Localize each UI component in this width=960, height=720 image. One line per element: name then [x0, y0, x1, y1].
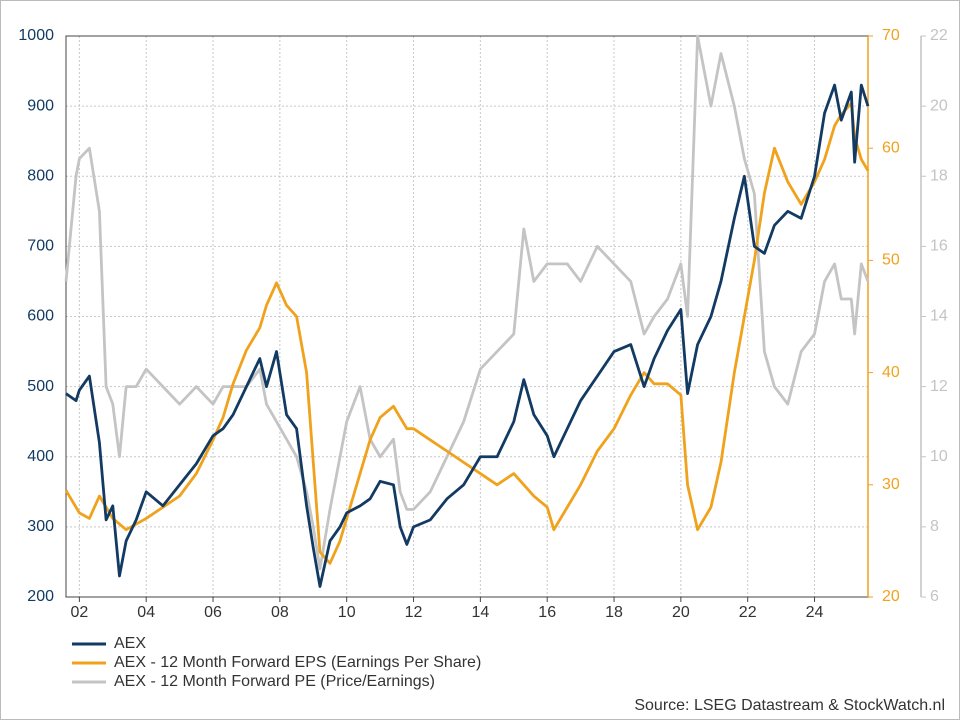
- y2-tick-label: 40: [882, 364, 900, 381]
- y-tick-label: 900: [27, 97, 54, 114]
- legend-label: AEX: [114, 635, 146, 652]
- source-note: Source: LSEG Datastream & StockWatch.nl: [634, 697, 945, 714]
- x-tick-label: 18: [605, 604, 623, 621]
- y-tick-label: 800: [27, 167, 54, 184]
- x-tick-label: 22: [739, 604, 757, 621]
- x-tick-label: 02: [70, 604, 88, 621]
- y3-tick-label: 18: [930, 167, 948, 184]
- y3-tick-label: 10: [930, 448, 948, 465]
- y3-tick-label: 20: [930, 97, 948, 114]
- y3-tick-label: 14: [930, 308, 948, 325]
- series-line: [64, 101, 870, 565]
- y-tick-label: 1000: [18, 27, 54, 44]
- x-tick-label: 12: [405, 604, 423, 621]
- y-tick-label: 300: [27, 518, 54, 535]
- y3-tick-label: 12: [930, 378, 948, 395]
- y3-tick-label: 8: [930, 518, 939, 535]
- y-tick-label: 400: [27, 448, 54, 465]
- series-line: [65, 83, 870, 588]
- x-tick-label: 08: [271, 604, 289, 621]
- y2-tick-label: 60: [882, 139, 900, 156]
- series-line: [64, 34, 870, 571]
- y2-tick-label: 70: [882, 27, 900, 44]
- y-tick-label: 700: [27, 238, 54, 255]
- x-tick-label: 16: [538, 604, 556, 621]
- y2-tick-label: 50: [882, 252, 900, 269]
- x-tick-label: 24: [806, 604, 824, 621]
- y3-tick-label: 16: [930, 238, 948, 255]
- y3-tick-label: 6: [930, 588, 939, 605]
- x-tick-label: 20: [672, 604, 690, 621]
- legend-label: AEX - 12 Month Forward PE (Price/Earning…: [114, 673, 435, 690]
- x-tick-label: 04: [137, 604, 155, 621]
- y2-tick-label: 20: [882, 588, 900, 605]
- x-tick-label: 06: [204, 604, 222, 621]
- legend-label: AEX - 12 Month Forward EPS (Earnings Per…: [114, 654, 481, 671]
- x-tick-label: 10: [338, 604, 356, 621]
- y-tick-label: 200: [27, 588, 54, 605]
- x-tick-label: 14: [471, 604, 489, 621]
- y2-tick-label: 30: [882, 476, 900, 493]
- y-tick-label: 500: [27, 378, 54, 395]
- y3-tick-label: 22: [930, 27, 948, 44]
- y-tick-label: 600: [27, 308, 54, 325]
